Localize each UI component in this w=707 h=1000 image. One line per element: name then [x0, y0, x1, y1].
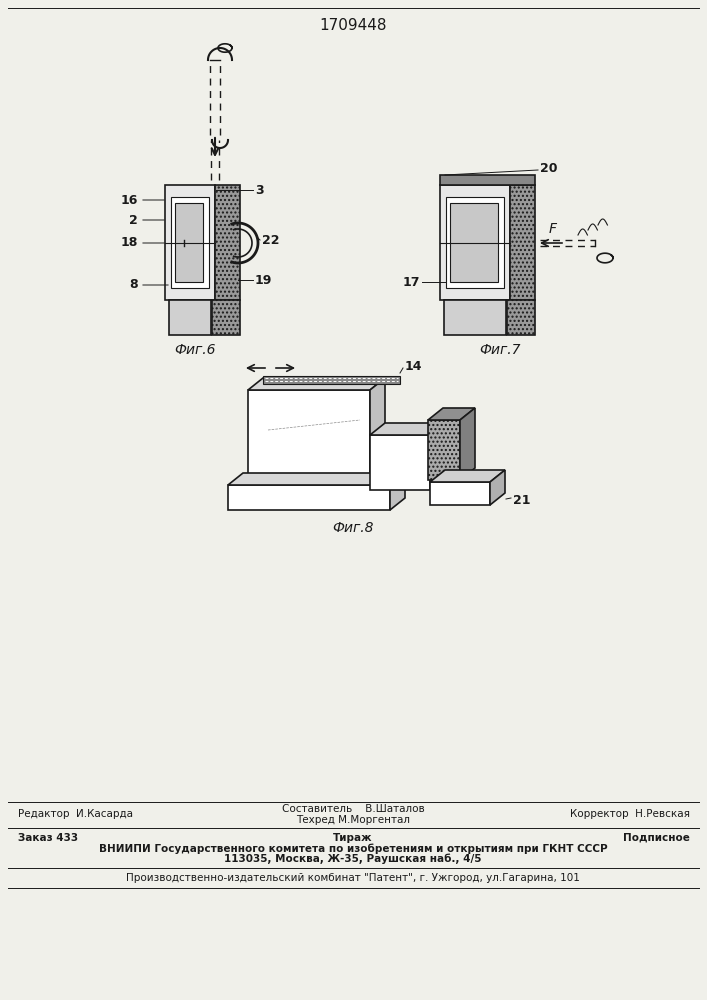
Polygon shape	[460, 408, 475, 480]
Text: 20: 20	[540, 161, 558, 174]
Text: Тираж: Тираж	[333, 833, 373, 843]
Bar	[215, 185, 240, 300]
Text: F: F	[549, 222, 557, 236]
Bar	[440, 175, 535, 185]
Polygon shape	[248, 378, 385, 390]
Bar	[507, 300, 535, 335]
Polygon shape	[228, 473, 405, 485]
Polygon shape	[430, 470, 505, 482]
Polygon shape	[370, 378, 385, 490]
Bar	[228, 485, 390, 510]
Bar	[430, 482, 490, 505]
Bar	[510, 185, 535, 300]
Bar	[169, 300, 211, 335]
Text: Подписное: Подписное	[623, 833, 690, 843]
Text: 21: 21	[513, 493, 530, 506]
Polygon shape	[428, 408, 475, 420]
Text: 8: 8	[129, 278, 138, 292]
Bar	[446, 197, 504, 288]
Bar	[165, 185, 215, 300]
Text: Составитель    В.Шаталов: Составитель В.Шаталов	[281, 804, 424, 814]
Text: 3: 3	[255, 184, 264, 196]
Text: Заказ 433: Заказ 433	[18, 833, 78, 843]
Text: 2: 2	[129, 214, 138, 227]
Text: Техред М.Моргентал: Техред М.Моргентал	[296, 815, 410, 825]
Text: Корректор  Н.Ревская: Корректор Н.Ревская	[570, 809, 690, 819]
Polygon shape	[490, 470, 505, 505]
Polygon shape	[370, 423, 445, 435]
Bar	[248, 390, 370, 490]
Text: 19: 19	[255, 273, 272, 286]
Bar	[428, 420, 460, 480]
Bar	[175, 203, 203, 282]
Bar	[263, 376, 400, 384]
Bar	[370, 435, 430, 490]
Polygon shape	[390, 473, 405, 510]
Text: Фиг.8: Фиг.8	[332, 521, 374, 535]
Text: Редактор  И.Касарда: Редактор И.Касарда	[18, 809, 133, 819]
Text: Фиг.6: Фиг.6	[174, 343, 216, 357]
Polygon shape	[430, 423, 445, 490]
Text: 17: 17	[402, 275, 420, 288]
Text: 14: 14	[405, 360, 423, 372]
Text: 18: 18	[121, 236, 138, 249]
Bar	[440, 185, 510, 300]
Bar	[444, 300, 506, 335]
Text: 22: 22	[262, 233, 279, 246]
Text: 1709448: 1709448	[320, 18, 387, 33]
Text: 113035, Москва, Ж-35, Раушская наб., 4/5: 113035, Москва, Ж-35, Раушская наб., 4/5	[224, 854, 481, 864]
Bar	[450, 203, 498, 282]
Text: 16: 16	[121, 194, 138, 207]
Bar	[171, 197, 209, 288]
Text: Производственно-издательский комбинат "Патент", г. Ужгород, ул.Гагарина, 101: Производственно-издательский комбинат "П…	[126, 873, 580, 883]
Text: Фиг.7: Фиг.7	[479, 343, 521, 357]
Bar	[212, 300, 240, 335]
Text: ВНИИПИ Государственного комитета по изобретениям и открытиям при ГКНТ СССР: ВНИИПИ Государственного комитета по изоб…	[99, 844, 607, 854]
